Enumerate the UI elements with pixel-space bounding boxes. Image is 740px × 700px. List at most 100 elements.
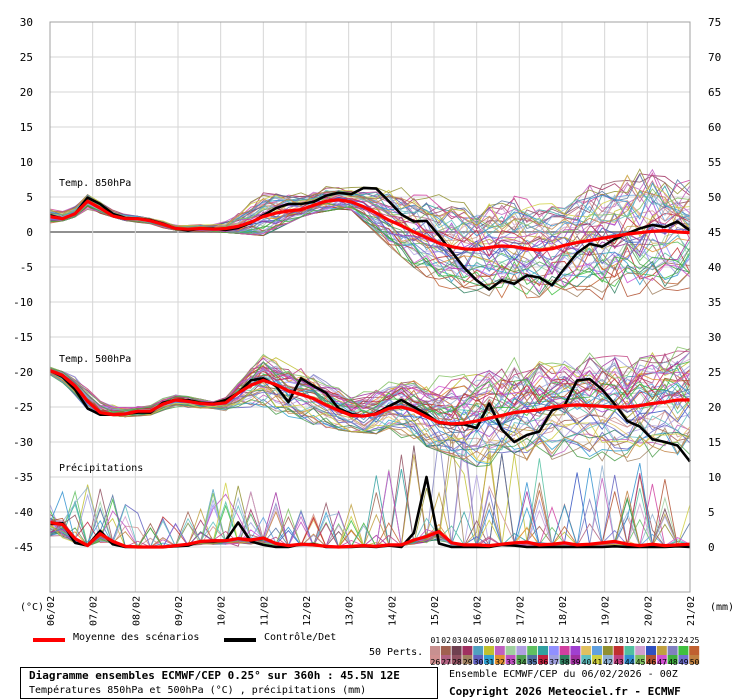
right-tick-label: 50 [708, 191, 721, 204]
right-tick-label: 20 [708, 401, 721, 414]
left-tick-label: 5 [26, 191, 33, 204]
left-tick-label: 25 [20, 51, 33, 64]
member-44-number: 44 [625, 658, 635, 667]
member-35-swatch [527, 655, 538, 664]
right-tick-label: 30 [708, 331, 721, 344]
member-line-28-precip [49, 454, 691, 548]
right-tick-label: 75 [708, 16, 721, 29]
member-46-swatch [646, 655, 656, 664]
member-04-swatch [462, 646, 473, 655]
member-07-number: 07 [495, 636, 505, 645]
run-info: Ensemble ECMWF/CEP du 06/02/2026 - 00Z [449, 669, 678, 680]
x-tick-label: 15/02 [430, 596, 441, 626]
member-48-number: 48 [668, 658, 678, 667]
member-14-number: 14 [571, 636, 581, 645]
member-03-swatch [451, 646, 462, 655]
member-50-swatch [689, 655, 700, 664]
right-tick-label: 15 [708, 436, 721, 449]
left-tick-label: 0 [26, 226, 33, 239]
member-39-number: 39 [571, 658, 581, 667]
member-43-swatch [613, 655, 624, 664]
left-tick-label: 30 [20, 16, 33, 29]
grid-lines [49, 21, 691, 592]
member-19-number: 19 [625, 636, 635, 645]
member-line-02-precip [49, 453, 691, 548]
member-36-swatch [538, 655, 548, 664]
member-14-swatch [570, 646, 581, 655]
mean-legend-label: Moyenne des scénarios [73, 632, 200, 643]
member-line-35-precip [49, 453, 691, 548]
right-unit-label: (mm) [710, 602, 734, 613]
member-06-number: 06 [485, 636, 495, 645]
member-41-swatch [592, 655, 602, 664]
member-33-swatch [505, 655, 516, 664]
member-18-swatch [613, 646, 624, 655]
left-tick-label: -35 [13, 471, 33, 484]
member-09-swatch [516, 646, 527, 655]
member-44-swatch [624, 655, 635, 664]
x-tick-label: 10/02 [217, 596, 228, 626]
member-13-swatch [559, 646, 570, 655]
left-tick-label: -45 [13, 541, 33, 554]
member-line-50-850 [49, 189, 691, 231]
right-tick-label: 0 [708, 541, 715, 554]
member-26-number: 26 [431, 658, 441, 667]
member-12-number: 12 [549, 636, 559, 645]
member-15-number: 15 [582, 636, 592, 645]
member-line-48-850 [49, 204, 691, 289]
member-07-swatch [494, 646, 505, 655]
member-23-number: 23 [668, 636, 678, 645]
member-26-swatch [430, 655, 440, 664]
member-line-43-500 [49, 350, 691, 409]
member-38-number: 38 [560, 658, 570, 667]
member-06-swatch [484, 646, 494, 655]
member-line-48-500 [49, 361, 691, 415]
member-line-19-precip [49, 458, 691, 548]
member-24-number: 24 [679, 636, 689, 645]
member-13-number: 13 [560, 636, 570, 645]
left-tick-label: 15 [20, 121, 33, 134]
plot-frame [49, 21, 691, 593]
x-tick-label: 11/02 [259, 596, 270, 626]
member-33-number: 33 [506, 658, 516, 667]
member-line-22-precip [49, 453, 690, 548]
right-tick-label: 55 [708, 156, 721, 169]
member-16-number: 16 [593, 636, 603, 645]
left-tick-label: -30 [13, 436, 33, 449]
member-43-number: 43 [614, 658, 624, 667]
member-20-number: 20 [636, 636, 646, 645]
member-18-number: 18 [614, 636, 624, 645]
footer-box: Diagramme ensembles ECMWF/CEP 0.25° sur … [20, 667, 438, 699]
right-tick-label: 5 [708, 506, 715, 519]
left-tick-label: -15 [13, 331, 33, 344]
member-02-swatch [440, 646, 451, 655]
panel-labels: Temp. 850hPa Temp. 500hPa Précipitations [59, 178, 143, 474]
member-02-number: 02 [441, 636, 451, 645]
mean-and-control-lines [49, 186, 692, 549]
mean-legend-swatch [33, 638, 65, 642]
member-color-legend: 01 02 03 04 05 06 07 08 09 10 11 12 13 14 15 16 17 18 19 20… [430, 636, 700, 667]
diagram-title: Diagramme ensembles ECMWF/CEP 0.25° sur … [29, 669, 400, 682]
copyright: Copyright 2026 Meteociel.fr - ECMWF [449, 685, 681, 698]
member-10-swatch [527, 646, 538, 655]
member-29-number: 29 [463, 658, 473, 667]
member-34-swatch [516, 655, 527, 664]
member-01-swatch [430, 646, 440, 655]
member-08-swatch [505, 646, 516, 655]
member-49-swatch [678, 655, 689, 664]
left-tick-label: 10 [20, 156, 33, 169]
member-47-swatch [656, 655, 667, 664]
member-12-swatch [548, 646, 559, 655]
member-32-swatch [494, 655, 505, 664]
member-line-47-500 [49, 364, 691, 410]
member-11-number: 11 [539, 636, 549, 645]
member-45-number: 45 [636, 658, 646, 667]
panel-label-500: Temp. 500hPa [59, 354, 131, 365]
member-line-50-500 [49, 372, 691, 462]
member-03-number: 03 [452, 636, 462, 645]
member-line-41-500 [49, 372, 691, 464]
member-31-number: 31 [485, 658, 495, 667]
left-tick-label: 20 [20, 86, 33, 99]
